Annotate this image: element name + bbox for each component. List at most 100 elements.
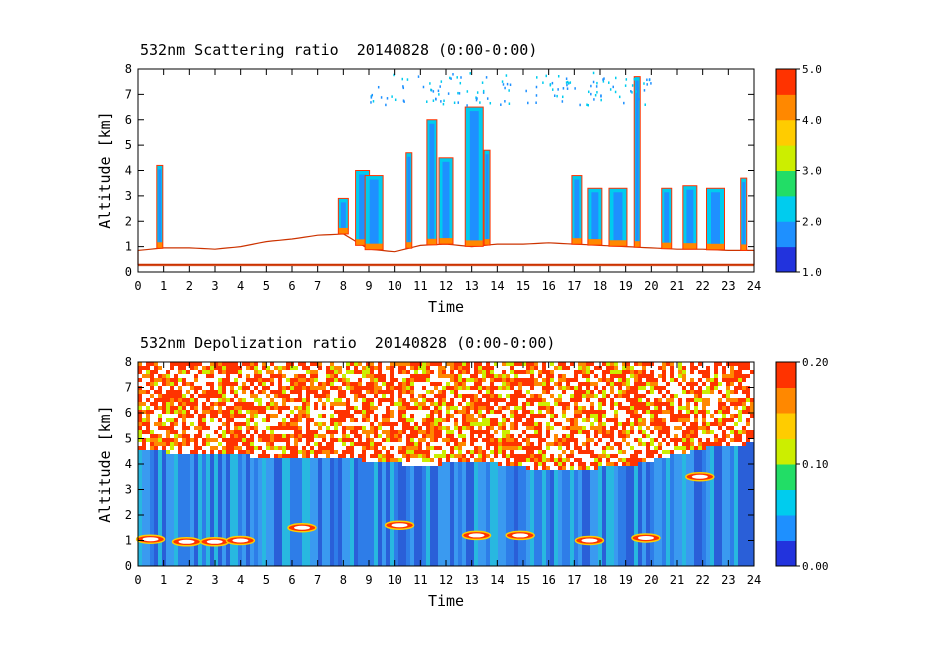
depol-cell — [750, 422, 754, 426]
depol-cell — [306, 390, 310, 394]
depol-cell — [458, 442, 462, 446]
depol-cell — [578, 466, 582, 470]
depol-cell — [306, 398, 310, 402]
depol-cell — [250, 430, 254, 434]
depol-cell — [318, 446, 322, 450]
depol-cell — [710, 442, 714, 446]
depol-cell — [418, 370, 422, 374]
depol-cell — [738, 382, 742, 386]
depol-cell — [186, 410, 190, 414]
depol-cell — [486, 422, 490, 426]
depol-cell — [722, 398, 726, 402]
depol-cell — [566, 414, 570, 418]
depol-cell — [598, 430, 602, 434]
speckle — [442, 102, 445, 106]
speckle — [406, 78, 409, 81]
depol-cell — [346, 366, 350, 370]
depol-cell — [586, 370, 590, 374]
depol-cell — [574, 402, 578, 406]
depol-cell — [270, 422, 274, 426]
depol-cell — [310, 386, 314, 390]
depol-cell — [602, 442, 606, 446]
depol-cell — [254, 378, 258, 382]
depol-cell — [554, 362, 558, 366]
depol-cell — [570, 438, 574, 442]
depol-cell — [614, 422, 618, 426]
depol-cell — [310, 454, 314, 458]
depol-x-tick-label: 14 — [490, 573, 504, 587]
depol-cell — [686, 390, 690, 394]
depol-cell — [570, 422, 574, 426]
depol-cell — [746, 366, 750, 370]
depol-cell — [542, 446, 546, 450]
depol-cell — [562, 434, 566, 438]
depol-cell — [646, 446, 650, 450]
cloud-base — [740, 244, 747, 251]
depol-cell — [566, 398, 570, 402]
depol-cell — [154, 406, 158, 410]
depol-cell — [702, 430, 706, 434]
depol-cell — [634, 386, 638, 390]
depol-cell — [466, 374, 470, 378]
depol-cell — [334, 406, 338, 410]
depol-cell — [662, 398, 666, 402]
depol-cell — [710, 402, 714, 406]
depol-cell — [498, 446, 502, 450]
depol-cell — [506, 450, 510, 454]
depol-cell — [370, 374, 374, 378]
depol-cell — [650, 454, 654, 458]
depol-cell — [710, 366, 714, 370]
depol-cell — [190, 374, 194, 378]
depol-cell — [574, 458, 578, 462]
depol-cell — [518, 362, 522, 366]
depol-cell — [470, 402, 474, 406]
depol-cell — [418, 402, 422, 406]
depol-cell — [382, 426, 386, 430]
depol-cell — [190, 446, 194, 450]
depol-cell — [430, 382, 434, 386]
depol-cell — [682, 446, 686, 450]
depol-cell — [502, 462, 506, 566]
depol-cell — [410, 390, 414, 394]
depol-cell — [438, 462, 442, 566]
depol-cell — [278, 366, 282, 370]
depol-cell — [518, 406, 522, 410]
depol-cell — [262, 402, 266, 406]
depol-cell — [514, 426, 518, 430]
depol-cell — [630, 386, 634, 390]
depol-cell — [330, 434, 334, 438]
depol-cell — [626, 394, 630, 398]
depol-cell — [706, 402, 710, 406]
depol-cell — [578, 442, 582, 446]
depol-cell — [390, 454, 394, 458]
depol-cell — [374, 458, 378, 462]
depol-cell — [530, 458, 534, 462]
depol-cell — [590, 378, 594, 382]
depol-cell — [158, 438, 162, 442]
depol-cell — [290, 382, 294, 386]
depol-cell — [210, 366, 214, 370]
depol-cell — [606, 370, 610, 374]
depol-patch — [574, 535, 605, 546]
depol-cell — [622, 462, 626, 466]
depol-cell — [286, 414, 290, 418]
depol-cell — [150, 449, 154, 566]
depol-cell — [370, 362, 374, 366]
depol-cell — [386, 414, 390, 418]
depol-colorbar-swatch — [776, 515, 796, 541]
depol-cell — [574, 398, 578, 402]
depol-cell — [638, 461, 642, 566]
depol-cell — [650, 398, 654, 402]
depol-cell — [658, 438, 662, 442]
depol-cell — [154, 394, 158, 398]
depol-cell — [158, 386, 162, 390]
depol-cell — [630, 370, 634, 374]
depol-cell — [306, 450, 310, 454]
depol-cell — [622, 442, 626, 446]
depol-cell — [634, 462, 638, 566]
depol-cell — [438, 406, 442, 410]
depol-cell — [542, 370, 546, 374]
depol-cell — [718, 444, 722, 566]
depol-cell — [418, 458, 422, 462]
